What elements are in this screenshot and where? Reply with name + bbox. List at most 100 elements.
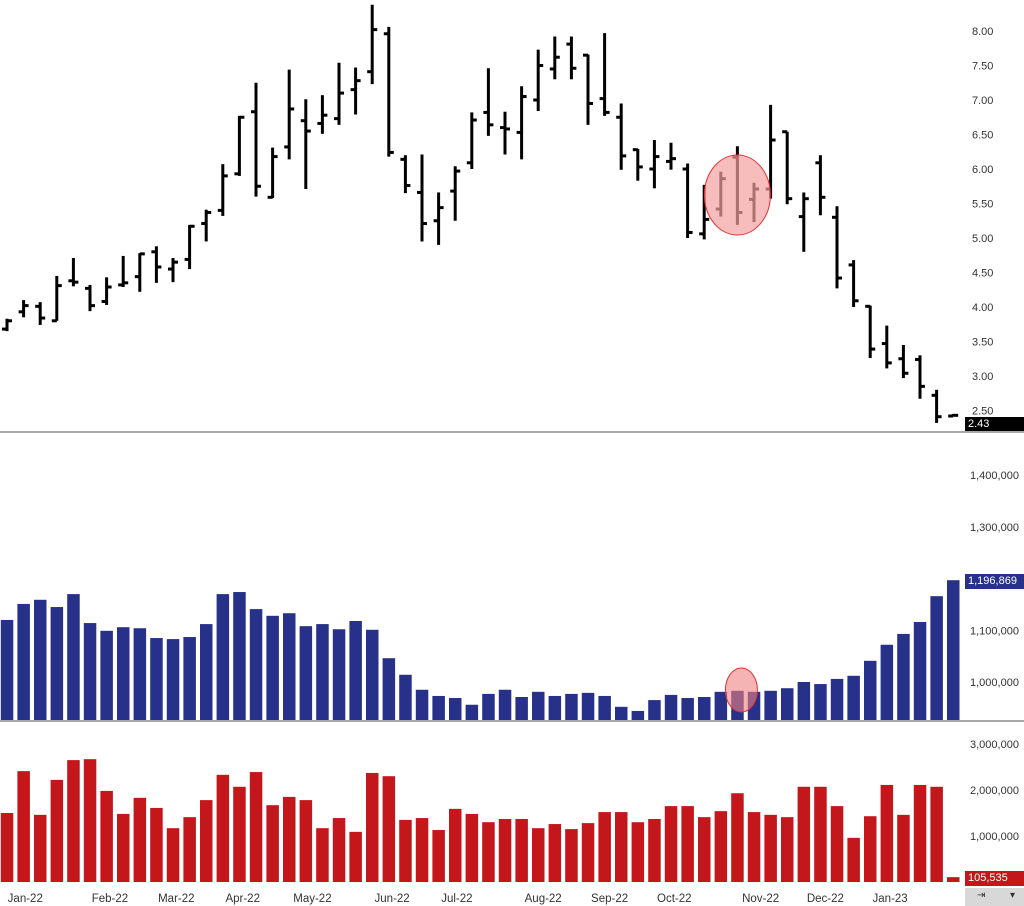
blue-bar bbox=[233, 592, 246, 720]
blue-bar bbox=[316, 624, 329, 720]
blue-tick-label: 1,400,000 bbox=[970, 470, 1019, 482]
red-bar bbox=[515, 818, 528, 882]
red-bar bbox=[814, 786, 827, 882]
blue-bar bbox=[465, 704, 479, 720]
ohlc-bar bbox=[151, 246, 162, 283]
red-bar bbox=[399, 819, 412, 882]
ohlc-bar bbox=[798, 192, 809, 252]
red-bar bbox=[316, 828, 329, 882]
ohlc-bar bbox=[267, 147, 278, 199]
blue-bar bbox=[83, 623, 97, 720]
price-tick-label: 3.00 bbox=[972, 371, 993, 383]
red-bar bbox=[631, 822, 645, 882]
red-bar bbox=[698, 817, 711, 882]
ohlc-bar bbox=[334, 62, 344, 125]
ohlc-bar bbox=[500, 111, 510, 155]
price-tick-label: 4.00 bbox=[972, 302, 993, 314]
ohlc-bar bbox=[168, 258, 178, 283]
ohlc-bar bbox=[350, 67, 361, 115]
red-bar bbox=[415, 818, 429, 882]
red-bar bbox=[648, 818, 661, 882]
ohlc-bar bbox=[85, 284, 95, 312]
red-bar bbox=[847, 837, 860, 882]
chevron-down-icon[interactable]: ▾ bbox=[1010, 890, 1016, 901]
blue-bar bbox=[67, 594, 80, 720]
red-bar bbox=[731, 793, 744, 882]
ohlc-bar bbox=[217, 164, 228, 216]
red-bar bbox=[34, 814, 47, 882]
last-blue-value-tag: 1,196,869 bbox=[965, 574, 1024, 589]
date-label: Jan-22 bbox=[8, 893, 43, 905]
ohlc-bar bbox=[583, 53, 593, 125]
ohlc-bar bbox=[616, 103, 627, 170]
ohlc-bar bbox=[931, 389, 942, 423]
price-tick-label: 7.00 bbox=[972, 95, 993, 107]
ohlc-bar bbox=[367, 4, 378, 85]
blue-bar bbox=[415, 689, 429, 720]
ohlc-bar bbox=[400, 155, 411, 194]
ohlc-bar bbox=[68, 258, 79, 287]
blue-bar bbox=[681, 698, 694, 720]
ohlc-bar bbox=[234, 115, 245, 176]
red-bar bbox=[17, 771, 30, 882]
ohlc-bar bbox=[632, 148, 643, 181]
blue-bar bbox=[664, 694, 678, 720]
red-bar bbox=[150, 807, 163, 882]
price-tick-label: 5.50 bbox=[972, 199, 993, 211]
blue-bar bbox=[349, 620, 362, 720]
blue-bar bbox=[781, 688, 794, 720]
blue-bar bbox=[930, 596, 943, 720]
ohlc-bar bbox=[383, 26, 394, 157]
blue-bar bbox=[631, 710, 645, 720]
last-price-tag: 2.43 bbox=[965, 417, 1024, 431]
price-tick-label: 8.00 bbox=[972, 26, 993, 38]
red-bar bbox=[797, 786, 811, 882]
red-bar bbox=[880, 784, 894, 882]
red-bar bbox=[548, 824, 562, 882]
blue-bar bbox=[648, 700, 661, 720]
price-tick-label: 6.00 bbox=[972, 164, 993, 176]
ohlc-bar bbox=[865, 304, 876, 359]
scale-control[interactable]: ⇥ ▾ bbox=[965, 888, 1024, 906]
ohlc-bar bbox=[898, 344, 909, 379]
date-label: Feb-22 bbox=[92, 893, 128, 905]
red-bar bbox=[332, 818, 346, 882]
ohlc-bar bbox=[466, 112, 477, 169]
blue-bar bbox=[432, 695, 445, 720]
date-label: Dec-22 bbox=[807, 893, 844, 905]
red-bar bbox=[133, 797, 147, 882]
red-bar bbox=[366, 772, 379, 882]
red-bar bbox=[664, 806, 678, 882]
ohlc-bar bbox=[18, 300, 29, 318]
last-red-value-tag: 105,535 bbox=[965, 871, 1024, 886]
price-panel: 8.00 7.50 7.00 6.50 6.00 5.50 5.00 4.50 4.00 3.50… bbox=[2, 4, 993, 423]
red-bar bbox=[83, 759, 97, 882]
blue-bar bbox=[897, 633, 910, 720]
red-bar bbox=[864, 816, 877, 882]
blue-bar bbox=[581, 692, 595, 720]
red-bar bbox=[299, 800, 313, 882]
red-bar bbox=[183, 817, 196, 882]
blue-bar bbox=[17, 603, 30, 720]
blue-tick-label: 1,100,000 bbox=[970, 625, 1019, 637]
blue-bar bbox=[598, 695, 611, 720]
red-bar bbox=[266, 805, 279, 882]
blue-bar bbox=[880, 644, 894, 720]
price-tick-label: 2.50 bbox=[972, 406, 993, 418]
red-bar bbox=[200, 800, 213, 882]
date-label: Sep-22 bbox=[591, 893, 628, 905]
highlight-circle bbox=[724, 667, 758, 713]
blue-bar bbox=[166, 639, 180, 720]
red-bar bbox=[947, 877, 960, 882]
ohlc-bar bbox=[284, 69, 295, 160]
red-bar bbox=[714, 811, 728, 882]
fit-scale-icon[interactable]: ⇥ bbox=[977, 890, 986, 901]
ohlc-bar bbox=[599, 33, 610, 116]
red-bar bbox=[0, 813, 14, 882]
red-bar bbox=[233, 786, 246, 882]
blue-volume-panel: 1,400,000 1,300,000 1,100,000 1,000,000 bbox=[0, 470, 1019, 720]
red-bar bbox=[449, 808, 462, 882]
red-tick-label: 1,000,000 bbox=[970, 831, 1019, 843]
blue-bar bbox=[482, 693, 495, 720]
